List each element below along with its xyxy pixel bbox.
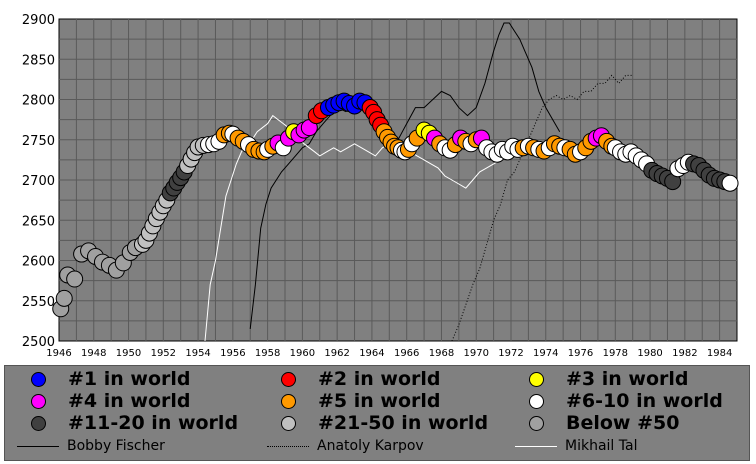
legend-label: #21-50 in world [318, 412, 489, 434]
y-tick-label: 2750 [22, 134, 55, 149]
legend-label: #11-20 in world [68, 412, 239, 434]
rating-point [55, 289, 73, 307]
legend-label: Below #50 [566, 412, 680, 434]
legend-line-label: Anatoly Karpov [317, 438, 424, 454]
y-tick-label: 2600 [22, 255, 55, 270]
rank-2-marker-icon [281, 371, 296, 387]
x-tick-label: 1950 [116, 348, 141, 359]
legend-item-rank-2: #2 in world [281, 368, 441, 390]
x-tick-label: 1946 [46, 348, 71, 359]
legend-label: #6-10 in world [566, 390, 723, 412]
x-tick-label: 1984 [707, 348, 732, 359]
rank-1-marker-icon [31, 371, 46, 387]
legend-item-rank-11-20: #11-20 in world [31, 412, 238, 434]
x-axis: 1946 1948 1950 1952 1954 1956 1958 1960 1962 1964… [46, 348, 732, 359]
legend-item-rank-1: #1 in world [31, 368, 191, 390]
legend-item-rank-4: #4 in world [31, 390, 191, 412]
below-50-marker-icon [529, 415, 544, 431]
legend-label: #2 in world [318, 368, 441, 390]
rank-3-marker-icon [529, 371, 544, 387]
y-tick-label: 2700 [22, 174, 55, 189]
legend-item-tal: Mikhail Tal [515, 438, 637, 454]
x-tick-label: 1978 [603, 348, 628, 359]
x-tick-label: 1956 [220, 348, 245, 359]
x-tick-label: 1952 [151, 348, 176, 359]
series-line-anatoly-karpov [451, 74, 633, 342]
rank-6-10-marker-icon [529, 393, 544, 409]
x-tick-label: 1964 [359, 348, 384, 359]
legend-label: #3 in world [566, 368, 689, 390]
rank-4-marker-icon [31, 393, 46, 409]
rating-point [66, 270, 84, 288]
legend-label: #4 in world [68, 390, 191, 412]
legend-item-rank-21-50: #21-50 in world [281, 412, 488, 434]
legend-item-below-50: Below #50 [529, 412, 679, 434]
y-tick-label: 2850 [22, 53, 55, 68]
legend-line-label: Bobby Fischer [67, 438, 165, 454]
y-tick-label: 2800 [22, 94, 55, 109]
x-tick-label: 1970 [464, 348, 489, 359]
fischer-line-icon [17, 445, 59, 447]
x-tick-label: 1974 [533, 348, 558, 359]
legend-label: #5 in world [318, 390, 441, 412]
rating-chart: 2500 2550 2600 2650 2700 2750 2800 2850 2900 194… [22, 13, 739, 359]
y-tick-label: 2550 [22, 295, 55, 310]
x-tick-label: 1980 [637, 348, 662, 359]
legend-line-label: Mikhail Tal [565, 438, 638, 454]
x-tick-label: 1972 [498, 348, 523, 359]
legend-item-rank-6-10: #6-10 in world [529, 390, 723, 412]
y-tick-label: 2500 [22, 335, 55, 350]
rank-11-20-marker-icon [31, 415, 46, 431]
legend-item-rank-5: #5 in world [281, 390, 441, 412]
x-tick-label: 1968 [429, 348, 454, 359]
x-tick-label: 1958 [255, 348, 280, 359]
legend-item-karpov: Anatoly Karpov [267, 438, 424, 454]
rating-point [721, 174, 739, 192]
rating-points [52, 92, 739, 318]
x-tick-label: 1954 [185, 348, 210, 359]
tal-line-icon [515, 445, 557, 447]
rank-5-marker-icon [281, 393, 296, 409]
legend-item-rank-3: #3 in world [529, 368, 689, 390]
x-tick-label: 1966 [394, 348, 419, 359]
rank-21-50-marker-icon [281, 415, 296, 431]
legend-item-fischer: Bobby Fischer [17, 438, 165, 454]
legend: #1 in world #2 in world #3 in world #4 i… [4, 365, 750, 461]
y-axis: 2500 2550 2600 2650 2700 2750 2800 2850 2900 [22, 13, 55, 350]
x-tick-label: 1982 [672, 348, 697, 359]
x-tick-label: 1962 [324, 348, 349, 359]
y-tick-label: 2650 [22, 214, 55, 229]
series-line-bobby-fischer [249, 22, 561, 329]
karpov-line-icon [267, 445, 309, 447]
x-tick-label: 1948 [81, 348, 106, 359]
x-tick-label: 1960 [290, 348, 315, 359]
x-tick-label: 1976 [568, 348, 593, 359]
y-tick-label: 2900 [22, 13, 55, 28]
legend-label: #1 in world [68, 368, 191, 390]
